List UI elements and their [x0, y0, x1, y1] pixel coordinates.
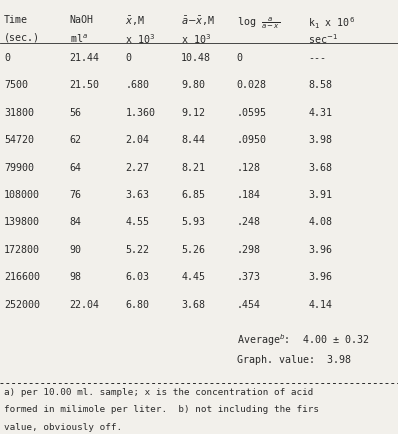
Text: 8.21: 8.21 — [181, 162, 205, 172]
Text: 3.96: 3.96 — [308, 244, 332, 254]
Text: .248: .248 — [237, 217, 261, 227]
Text: Average$^b$:  4.00 ± 0.32: Average$^b$: 4.00 ± 0.32 — [237, 332, 369, 347]
Text: 139800: 139800 — [4, 217, 40, 227]
Text: 6.03: 6.03 — [125, 272, 149, 282]
Text: 0.028: 0.028 — [237, 80, 267, 90]
Text: 31800: 31800 — [4, 108, 34, 118]
Text: 3.91: 3.91 — [308, 190, 332, 200]
Text: 54720: 54720 — [4, 135, 34, 145]
Text: 3.63: 3.63 — [125, 190, 149, 200]
Text: x 10$^3$: x 10$^3$ — [181, 33, 211, 46]
Text: 8.58: 8.58 — [308, 80, 332, 90]
Text: 22.04: 22.04 — [70, 299, 100, 309]
Text: 2.27: 2.27 — [125, 162, 149, 172]
Text: 62: 62 — [70, 135, 82, 145]
Text: 56: 56 — [70, 108, 82, 118]
Text: 4.14: 4.14 — [308, 299, 332, 309]
Text: 84: 84 — [70, 217, 82, 227]
Text: 9.12: 9.12 — [181, 108, 205, 118]
Text: .454: .454 — [237, 299, 261, 309]
Text: 3.98: 3.98 — [308, 135, 332, 145]
Text: 98: 98 — [70, 272, 82, 282]
Text: .128: .128 — [237, 162, 261, 172]
Text: .184: .184 — [237, 190, 261, 200]
Text: .298: .298 — [237, 244, 261, 254]
Text: 5.26: 5.26 — [181, 244, 205, 254]
Text: 7500: 7500 — [4, 80, 28, 90]
Text: Time: Time — [4, 15, 28, 25]
Text: formed in milimole per liter.  b) not including the firs: formed in milimole per liter. b) not inc… — [4, 404, 319, 414]
Text: 21.50: 21.50 — [70, 80, 100, 90]
Text: 4.45: 4.45 — [181, 272, 205, 282]
Text: 4.55: 4.55 — [125, 217, 149, 227]
Text: 4.08: 4.08 — [308, 217, 332, 227]
Text: 10.48: 10.48 — [181, 53, 211, 63]
Text: 64: 64 — [70, 162, 82, 172]
Text: 76: 76 — [70, 190, 82, 200]
Text: 0: 0 — [237, 53, 243, 63]
Text: 252000: 252000 — [4, 299, 40, 309]
Text: .0950: .0950 — [237, 135, 267, 145]
Text: x 10$^3$: x 10$^3$ — [125, 33, 156, 46]
Text: Graph. value:  3.98: Graph. value: 3.98 — [237, 354, 351, 364]
Text: 6.85: 6.85 — [181, 190, 205, 200]
Text: log $\frac{a}{a-x}$: log $\frac{a}{a-x}$ — [237, 15, 280, 31]
Text: $\bar{a}$$-$$\bar{x}$,M: $\bar{a}$$-$$\bar{x}$,M — [181, 15, 215, 28]
Text: sec$^{-1}$: sec$^{-1}$ — [308, 33, 338, 46]
Text: 3.96: 3.96 — [308, 272, 332, 282]
Text: 6.80: 6.80 — [125, 299, 149, 309]
Text: 8.44: 8.44 — [181, 135, 205, 145]
Text: 1.360: 1.360 — [125, 108, 155, 118]
Text: 172800: 172800 — [4, 244, 40, 254]
Text: 9.80: 9.80 — [181, 80, 205, 90]
Text: 2.04: 2.04 — [125, 135, 149, 145]
Text: 4.31: 4.31 — [308, 108, 332, 118]
Text: 5.22: 5.22 — [125, 244, 149, 254]
Text: 3.68: 3.68 — [308, 162, 332, 172]
Text: NaOH: NaOH — [70, 15, 94, 25]
Text: 90: 90 — [70, 244, 82, 254]
Text: 79900: 79900 — [4, 162, 34, 172]
Text: (sec.): (sec.) — [4, 33, 40, 43]
Text: 216600: 216600 — [4, 272, 40, 282]
Text: 5.93: 5.93 — [181, 217, 205, 227]
Text: k$_1$ x 10$^6$: k$_1$ x 10$^6$ — [308, 15, 355, 31]
Text: 0: 0 — [4, 53, 10, 63]
Text: value, obviously off.: value, obviously off. — [4, 422, 122, 431]
Text: 0: 0 — [125, 53, 131, 63]
Text: ml$^a$: ml$^a$ — [70, 33, 88, 45]
Text: $\bar{x}$,M: $\bar{x}$,M — [125, 15, 145, 28]
Text: ---: --- — [308, 53, 326, 63]
Text: .373: .373 — [237, 272, 261, 282]
Text: 108000: 108000 — [4, 190, 40, 200]
Text: .0595: .0595 — [237, 108, 267, 118]
Text: 21.44: 21.44 — [70, 53, 100, 63]
Text: a) per 10.00 ml. sample; x is the concentration of acid: a) per 10.00 ml. sample; x is the concen… — [4, 388, 313, 397]
Text: .680: .680 — [125, 80, 149, 90]
Text: 3.68: 3.68 — [181, 299, 205, 309]
